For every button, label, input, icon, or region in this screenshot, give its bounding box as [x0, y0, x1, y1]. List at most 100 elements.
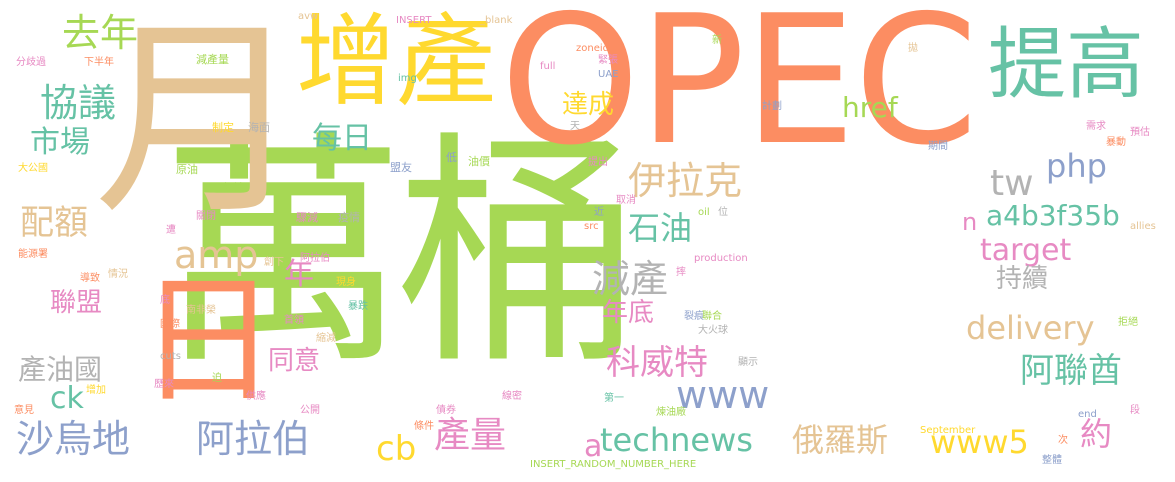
word: UAE: [598, 69, 619, 80]
word: 緊張: [598, 55, 618, 66]
word: 線密: [502, 391, 522, 402]
word: 供應: [246, 391, 266, 402]
word: 底: [160, 295, 170, 306]
word: full: [540, 61, 556, 72]
word: target: [980, 233, 1072, 268]
word: 創下: [264, 257, 284, 268]
word: 疫情: [338, 211, 360, 224]
word: 拋: [908, 43, 918, 54]
word: 盟友: [390, 161, 412, 174]
word: 整體: [1042, 455, 1062, 466]
word: 天: [570, 121, 580, 132]
word: 原油: [176, 163, 198, 176]
word: 海面: [248, 121, 270, 134]
word: img: [398, 73, 417, 84]
word: 短缺: [224, 183, 244, 194]
word: 意見: [14, 405, 34, 416]
word: 計劃: [762, 101, 782, 112]
word: 歷來: [154, 379, 174, 390]
word: 位: [718, 207, 728, 218]
word: 大公國: [18, 163, 48, 174]
word: 關閉: [196, 211, 216, 222]
word: 段: [1130, 405, 1140, 416]
word: 年: [284, 257, 314, 292]
word: 條件: [414, 421, 434, 432]
word: 債券: [436, 405, 456, 416]
word: 顯示: [738, 357, 758, 368]
word: 減產量: [196, 53, 229, 66]
word: 協議: [40, 81, 117, 125]
word: 需求: [1086, 121, 1106, 132]
word: ck: [50, 381, 84, 416]
word: 暴動: [1106, 137, 1126, 148]
word: cb: [376, 429, 417, 469]
word: cuts: [160, 351, 181, 362]
word: a4b3f35b: [986, 199, 1120, 232]
word: technews: [600, 421, 753, 459]
word: 增產: [296, 3, 496, 120]
word: 阿拉伯: [196, 417, 311, 461]
word: 低: [446, 151, 457, 164]
word: September: [920, 425, 976, 436]
word: n: [962, 208, 978, 236]
word: zoneid: [576, 43, 609, 54]
word: 取消: [616, 195, 636, 206]
word: 阿拉伯: [300, 253, 330, 264]
word: oil: [698, 207, 710, 218]
word: 去年: [62, 11, 139, 55]
word: 市場: [30, 125, 90, 160]
word: 約: [1080, 415, 1113, 453]
word: 減產: [592, 257, 669, 301]
word: 石油: [628, 209, 693, 247]
word: OPEC: [500, 0, 978, 184]
word: www5: [930, 423, 1029, 461]
word: 大火球: [698, 325, 728, 336]
word: php: [1046, 147, 1107, 185]
word: 裂痕: [684, 311, 704, 322]
word: 摔: [676, 267, 686, 278]
word: 提高: [988, 20, 1145, 110]
word: src: [584, 221, 599, 232]
word: 導致: [80, 273, 100, 284]
word: 次: [1058, 435, 1068, 446]
word: 現身: [336, 277, 356, 288]
word: 南非榮: [186, 305, 216, 316]
word: 期間: [928, 141, 948, 152]
word: 聯盟: [50, 288, 103, 318]
word: 煉油廠: [656, 407, 686, 418]
word: 阿聯酋: [1020, 351, 1122, 391]
word: 年底: [602, 298, 655, 328]
word: 油價: [468, 155, 490, 168]
word: 暴跌: [348, 301, 368, 312]
word: 產油國: [18, 353, 103, 386]
word: end: [1078, 409, 1097, 420]
word: 日: [138, 260, 279, 423]
word: 伊拉克: [628, 159, 743, 203]
word: 驟減: [296, 211, 318, 224]
word: 新: [712, 35, 722, 46]
word: 每日: [312, 121, 372, 156]
word: 情況: [108, 269, 128, 280]
word: 國際: [160, 319, 180, 330]
word: 能源署: [18, 249, 48, 260]
word: INSERT: [396, 15, 432, 26]
word: 月: [94, 0, 305, 243]
word: avw: [298, 11, 319, 22]
word: 提出: [588, 157, 608, 168]
word: 迫: [212, 373, 222, 384]
word: 俄羅斯: [792, 421, 889, 459]
word: a: [584, 429, 603, 464]
word: 拒絕: [1118, 317, 1138, 328]
word: 遭: [166, 225, 176, 236]
word: 第一: [604, 393, 624, 404]
word: href: [842, 91, 898, 124]
word: 達成: [562, 90, 615, 120]
word: 持續: [996, 264, 1049, 294]
word: _blank: [480, 15, 513, 26]
word: 縮減: [316, 333, 336, 344]
word: allies: [1130, 221, 1156, 232]
word: tw: [990, 163, 1034, 204]
word: 增加: [86, 385, 106, 396]
word: 近: [594, 207, 604, 218]
word: production: [694, 253, 748, 264]
